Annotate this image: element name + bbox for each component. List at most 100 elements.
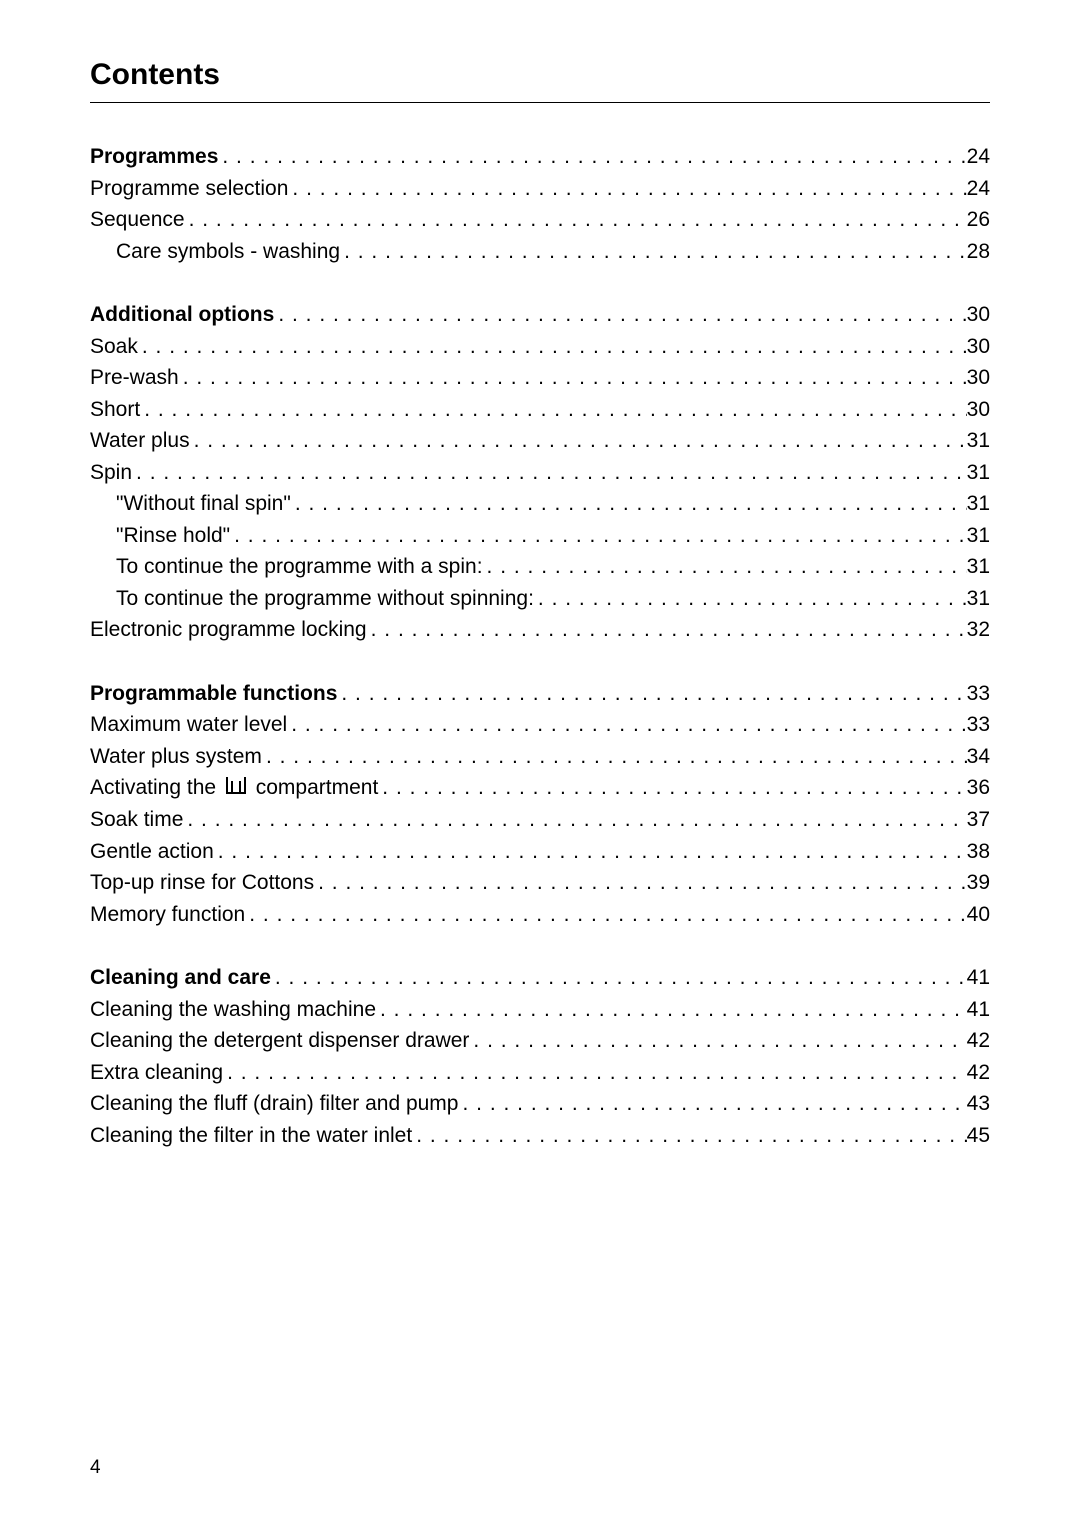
toc-label: Spin [90, 457, 132, 489]
toc-dots [376, 994, 967, 1026]
toc-label: Pre-wash [90, 362, 179, 394]
toc-row: Programmes 24 [90, 141, 990, 173]
page-title: Contents [90, 58, 990, 103]
toc-dots [483, 551, 967, 583]
toc-row: Care symbols - washing 28 [90, 236, 990, 268]
toc-page: 31 [967, 583, 990, 615]
toc-page: 42 [967, 1057, 990, 1089]
toc-dots [223, 1057, 967, 1089]
toc-page: 31 [967, 551, 990, 583]
toc-page: 32 [967, 614, 990, 646]
toc-label: Soak time [90, 804, 183, 836]
toc-page: 40 [967, 899, 990, 931]
toc-page: 41 [967, 962, 990, 994]
toc-dots [245, 899, 966, 931]
toc-label: Gentle action [90, 836, 214, 868]
toc-row: Cleaning the filter in the water inlet45 [90, 1120, 990, 1152]
toc-dots [288, 173, 966, 205]
toc-page: 36 [967, 772, 990, 804]
toc-label: Programmable functions [90, 678, 337, 710]
toc-dots [314, 867, 967, 899]
toc-dots [140, 394, 966, 426]
toc-row: Gentle action 38 [90, 836, 990, 868]
toc-page: 33 [967, 709, 990, 741]
toc-row: Short 30 [90, 394, 990, 426]
toc-label: Cleaning the washing machine [90, 994, 376, 1026]
toc-label: Short [90, 394, 140, 426]
toc-page: 24 [967, 141, 990, 173]
toc-row: Pre-wash 30 [90, 362, 990, 394]
toc-page: 45 [967, 1120, 990, 1152]
toc-page: 34 [967, 741, 990, 773]
toc-dots [469, 1025, 966, 1057]
toc-section: Additional options30Soak30Pre-wash30Shor… [90, 299, 990, 646]
toc-page: 31 [967, 425, 990, 457]
toc-page: 31 [967, 520, 990, 552]
toc-row: "Without final spin"31 [90, 488, 990, 520]
toc-label: Programmes [90, 141, 218, 173]
toc-section: Programmable functions33Maximum water le… [90, 678, 990, 931]
toc-dots [271, 962, 967, 994]
toc-label: Extra cleaning [90, 1057, 223, 1089]
toc-label: Cleaning the detergent dispenser drawer [90, 1025, 469, 1057]
toc-row: Electronic programme locking32 [90, 614, 990, 646]
toc-label: To continue the programme with a spin: [90, 551, 483, 583]
toc-label: Care symbols - washing [90, 236, 340, 268]
toc-container: Programmes 24Programme selection24Sequenc… [90, 141, 990, 1151]
toc-page: 30 [967, 331, 990, 363]
toc-dots [412, 1120, 966, 1152]
toc-page: 38 [967, 836, 990, 868]
toc-row: Cleaning the detergent dispenser drawer 4… [90, 1025, 990, 1057]
toc-dots [214, 836, 967, 868]
toc-page: 30 [967, 394, 990, 426]
toc-row: Maximum water level 33 [90, 709, 990, 741]
toc-dots [458, 1088, 966, 1120]
toc-page: 31 [967, 457, 990, 489]
toc-dots [183, 804, 966, 836]
toc-page: 30 [967, 362, 990, 394]
toc-section: Cleaning and care41Cleaning the washing … [90, 962, 990, 1151]
toc-dots [218, 141, 966, 173]
toc-page: 26 [967, 204, 990, 236]
toc-row: Additional options30 [90, 299, 990, 331]
toc-row: To continue the programme with a spin: 31 [90, 551, 990, 583]
toc-row: Activating the compartment 36 [90, 772, 990, 804]
toc-dots [274, 299, 966, 331]
toc-dots [179, 362, 967, 394]
toc-page: 24 [967, 173, 990, 205]
toc-label: Maximum water level [90, 709, 287, 741]
toc-label: Water plus system [90, 741, 262, 773]
toc-dots [378, 772, 966, 804]
toc-dots [337, 678, 966, 710]
toc-dots [534, 583, 967, 615]
toc-row: Programmable functions 33 [90, 678, 990, 710]
toc-row: Memory function40 [90, 899, 990, 931]
toc-label: Sequence [90, 204, 185, 236]
toc-row: Water plus system 34 [90, 741, 990, 773]
toc-page: 28 [967, 236, 990, 268]
toc-page: 42 [967, 1025, 990, 1057]
toc-page: 43 [967, 1088, 990, 1120]
page-number: 4 [90, 1457, 101, 1479]
toc-label: Activating the compartment [90, 772, 378, 804]
toc-label: Water plus [90, 425, 190, 457]
toc-label: Top-up rinse for Cottons [90, 867, 314, 899]
toc-dots [287, 709, 966, 741]
toc-page: 37 [967, 804, 990, 836]
toc-label: "Rinse hold" [90, 520, 230, 552]
toc-row: Sequence 26 [90, 204, 990, 236]
toc-row: Spin 31 [90, 457, 990, 489]
toc-row: To continue the programme without spinni… [90, 583, 990, 615]
toc-page: 33 [967, 678, 990, 710]
toc-label: "Without final spin" [90, 488, 291, 520]
compartment-icon [224, 773, 248, 805]
toc-row: Soak time 37 [90, 804, 990, 836]
toc-page: 41 [967, 994, 990, 1026]
toc-label: Cleaning the fluff (drain) filter and pu… [90, 1088, 458, 1120]
toc-dots [340, 236, 967, 268]
toc-dots [230, 520, 967, 552]
toc-row: Cleaning the fluff (drain) filter and pu… [90, 1088, 990, 1120]
toc-row: Programme selection24 [90, 173, 990, 205]
toc-row: Cleaning and care41 [90, 962, 990, 994]
toc-dots [262, 741, 967, 773]
